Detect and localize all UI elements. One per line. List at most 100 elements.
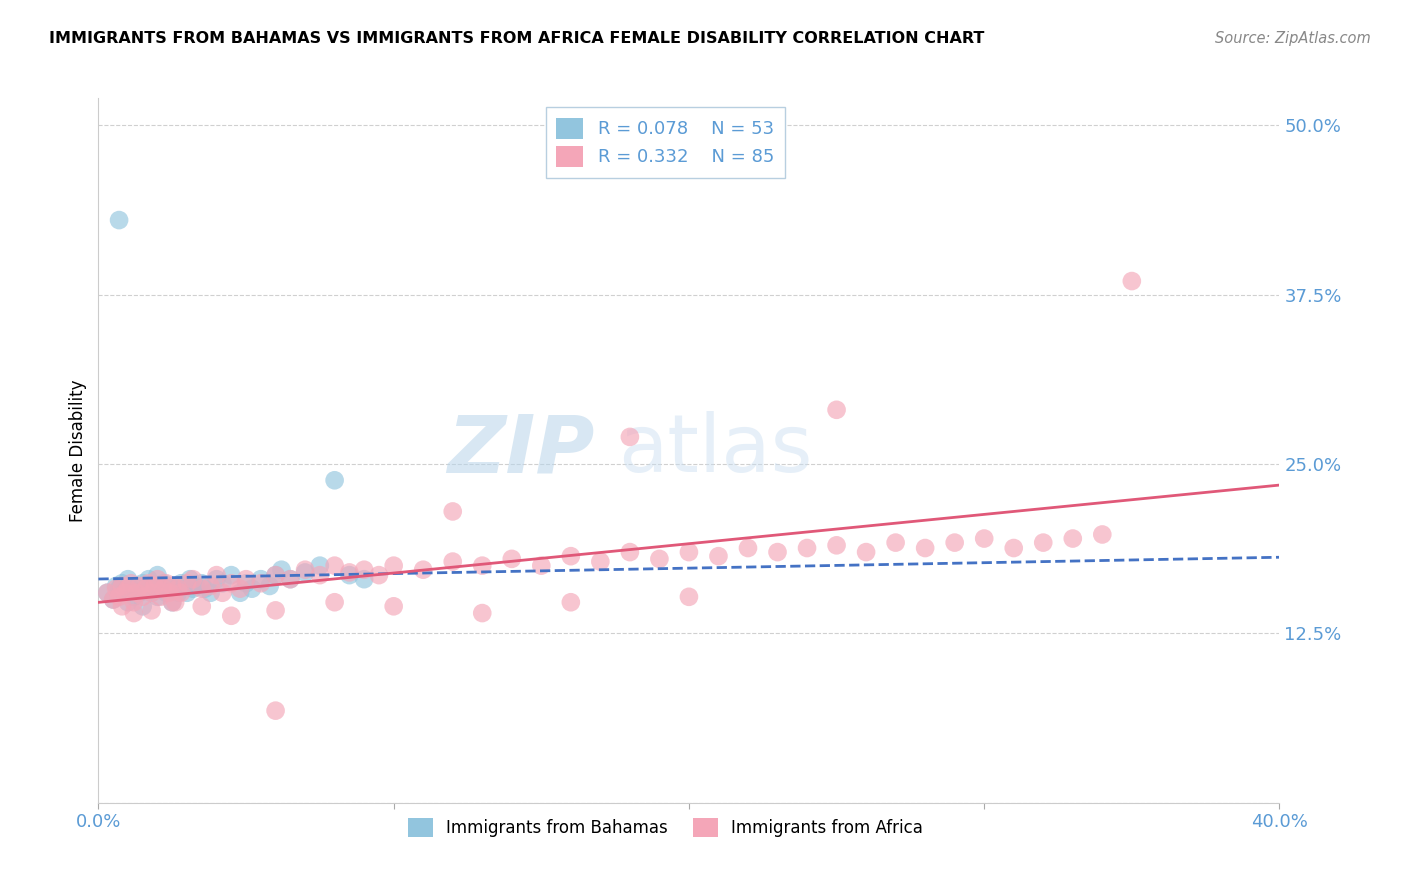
- Point: [221, 576, 243, 591]
- Point: [191, 582, 214, 596]
- Point: [280, 572, 302, 586]
- Text: Source: ZipAtlas.com: Source: ZipAtlas.com: [1215, 31, 1371, 46]
- Point: [135, 582, 157, 596]
- Point: [141, 586, 163, 600]
- Point: [560, 595, 582, 609]
- Point: [108, 590, 131, 604]
- Point: [122, 606, 145, 620]
- Point: [194, 582, 217, 596]
- Point: [170, 576, 193, 591]
- Point: [235, 572, 257, 586]
- Point: [825, 538, 848, 552]
- Point: [176, 586, 198, 600]
- Point: [471, 606, 494, 620]
- Point: [128, 586, 150, 600]
- Text: IMMIGRANTS FROM BAHAMAS VS IMMIGRANTS FROM AFRICA FEMALE DISABILITY CORRELATION : IMMIGRANTS FROM BAHAMAS VS IMMIGRANTS FR…: [49, 31, 984, 46]
- Point: [165, 595, 187, 609]
- Point: [114, 586, 136, 600]
- Point: [128, 579, 150, 593]
- Point: [530, 558, 553, 573]
- Point: [619, 430, 641, 444]
- Point: [170, 586, 193, 600]
- Legend: Immigrants from Bahamas, Immigrants from Africa: Immigrants from Bahamas, Immigrants from…: [401, 811, 929, 844]
- Point: [105, 579, 128, 593]
- Y-axis label: Female Disability: Female Disability: [69, 379, 87, 522]
- Point: [412, 563, 434, 577]
- Point: [353, 563, 375, 577]
- Point: [205, 572, 228, 586]
- Point: [1091, 527, 1114, 541]
- Point: [105, 582, 128, 596]
- Point: [619, 545, 641, 559]
- Point: [167, 586, 190, 600]
- Point: [200, 579, 222, 593]
- Point: [111, 576, 134, 591]
- Point: [125, 586, 148, 600]
- Point: [120, 582, 142, 596]
- Point: [108, 213, 131, 227]
- Point: [353, 572, 375, 586]
- Point: [191, 599, 214, 614]
- Point: [96, 586, 118, 600]
- Point: [146, 572, 169, 586]
- Point: [240, 582, 263, 596]
- Point: [309, 558, 332, 573]
- Point: [152, 582, 174, 596]
- Point: [211, 576, 233, 591]
- Point: [117, 595, 139, 609]
- Point: [143, 579, 166, 593]
- Point: [157, 586, 180, 600]
- Point: [766, 545, 789, 559]
- Point: [167, 582, 190, 596]
- Point: [138, 572, 160, 586]
- Point: [108, 582, 131, 596]
- Point: [191, 576, 214, 591]
- Point: [111, 579, 134, 593]
- Point: [138, 576, 160, 591]
- Point: [323, 558, 346, 573]
- Point: [141, 586, 163, 600]
- Point: [155, 586, 177, 600]
- Point: [678, 545, 700, 559]
- Point: [796, 541, 818, 555]
- Text: atlas: atlas: [619, 411, 813, 490]
- Point: [229, 586, 252, 600]
- Point: [441, 555, 464, 569]
- Point: [471, 558, 494, 573]
- Point: [96, 586, 118, 600]
- Point: [264, 568, 287, 582]
- Point: [149, 582, 172, 596]
- Point: [560, 549, 582, 564]
- Point: [162, 595, 183, 609]
- Point: [181, 572, 204, 586]
- Point: [111, 599, 134, 614]
- Point: [707, 549, 730, 564]
- Point: [155, 576, 177, 591]
- Point: [157, 579, 180, 593]
- Point: [825, 402, 848, 417]
- Point: [184, 579, 207, 593]
- Point: [200, 586, 222, 600]
- Point: [132, 590, 155, 604]
- Point: [914, 541, 936, 555]
- Point: [382, 599, 405, 614]
- Point: [264, 568, 287, 582]
- Point: [589, 555, 612, 569]
- Point: [122, 595, 145, 609]
- Point: [501, 552, 523, 566]
- Point: [117, 582, 139, 596]
- Point: [678, 590, 700, 604]
- Point: [294, 566, 316, 580]
- Point: [264, 603, 287, 617]
- Point: [309, 568, 332, 582]
- Point: [264, 704, 287, 718]
- Point: [135, 582, 157, 596]
- Point: [1062, 532, 1084, 546]
- Point: [165, 582, 187, 596]
- Point: [179, 572, 201, 586]
- Point: [143, 579, 166, 593]
- Point: [339, 568, 361, 582]
- Point: [250, 572, 273, 586]
- Point: [181, 582, 204, 596]
- Point: [120, 576, 142, 591]
